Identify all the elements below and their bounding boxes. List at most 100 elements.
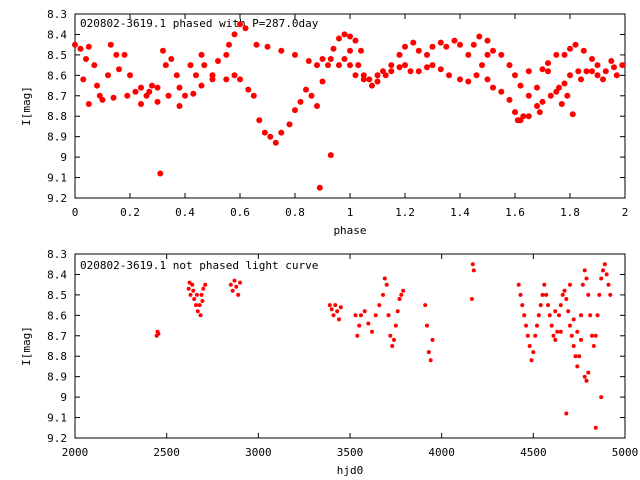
data-point: [149, 82, 155, 89]
y-tick-label: 8.6: [47, 309, 67, 322]
data-point: [377, 303, 382, 308]
data-point: [533, 333, 538, 338]
data-point: [547, 313, 552, 318]
data-point: [401, 288, 406, 293]
data-point: [490, 47, 496, 54]
data-point: [582, 374, 587, 379]
data-point: [231, 31, 238, 38]
data-point: [264, 43, 271, 50]
y-tick-label: 9.2: [47, 192, 67, 205]
data-point: [479, 62, 485, 69]
data-point: [209, 72, 216, 79]
data-point: [514, 117, 521, 124]
data-point: [410, 39, 417, 46]
data-point: [336, 62, 342, 69]
data-point: [341, 31, 348, 38]
data-point: [165, 92, 172, 99]
y-tick-label: 8.9: [47, 371, 67, 384]
data-point: [154, 98, 161, 105]
data-point: [602, 68, 609, 75]
data-point: [392, 337, 396, 342]
data-point: [347, 62, 353, 69]
x-tick-label: 3500: [337, 446, 364, 459]
data-point: [553, 337, 558, 342]
data-point: [457, 41, 463, 48]
data-point: [357, 323, 362, 328]
data-point: [402, 62, 408, 69]
data-point: [579, 337, 583, 342]
data-point: [590, 333, 594, 338]
x-tick-label: 4500: [520, 446, 547, 459]
data-point: [360, 76, 367, 83]
data-point: [230, 288, 235, 293]
data-point: [187, 280, 192, 285]
x-tick-label: 2500: [153, 446, 180, 459]
data-point: [562, 288, 567, 293]
data-point: [498, 51, 505, 58]
unphased-light-curve-panel: 020802-3619.1 not phased light curve hjd…: [20, 248, 638, 477]
data-point: [146, 88, 153, 95]
data-point: [525, 333, 530, 338]
data-point: [606, 282, 611, 287]
x-tick-label: 1.8: [560, 206, 580, 219]
y-tick-label: 8.7: [47, 330, 67, 343]
data-point: [192, 297, 197, 301]
data-point: [327, 152, 334, 159]
chart-title: 020802-3619.1 not phased light curve: [80, 259, 318, 272]
data-point: [469, 297, 474, 301]
data-point: [484, 51, 491, 58]
data-point: [553, 309, 558, 314]
data-point: [197, 303, 202, 308]
data-point: [525, 92, 532, 99]
data-point: [250, 92, 257, 99]
y-tick-label: 9.1: [47, 412, 67, 425]
data-point: [566, 309, 571, 314]
data-point: [465, 51, 472, 58]
data-point: [584, 378, 589, 383]
data-point: [359, 313, 363, 318]
data-point: [611, 64, 617, 71]
data-point: [490, 84, 496, 91]
x-tick-label: 0.4: [175, 206, 195, 219]
data-point: [545, 60, 551, 67]
data-point: [506, 62, 513, 69]
x-axis-label: phase: [333, 224, 366, 237]
data-point: [443, 43, 450, 50]
data-point: [388, 333, 393, 338]
data-point: [190, 282, 195, 287]
data-point: [517, 82, 524, 89]
data-point: [457, 76, 463, 83]
data-point: [564, 411, 569, 416]
data-point: [162, 62, 169, 69]
data-point: [388, 62, 395, 69]
data-point: [589, 68, 595, 75]
data-point: [425, 323, 429, 328]
data-point: [545, 68, 551, 75]
data-point: [564, 92, 571, 99]
data-point: [199, 292, 204, 297]
x-tick-label: 3000: [245, 446, 272, 459]
data-point: [569, 333, 574, 338]
data-point: [539, 66, 546, 73]
data-point: [470, 41, 477, 48]
data-point: [402, 43, 408, 50]
data-point: [223, 51, 230, 58]
x-tick-label: 2: [622, 206, 629, 219]
data-point: [595, 313, 600, 318]
data-point: [589, 56, 595, 62]
data-point: [327, 303, 332, 308]
data-point: [382, 276, 387, 281]
data-point: [512, 72, 518, 79]
data-point: [314, 62, 320, 69]
x-tick-label: 0.8: [285, 206, 305, 219]
x-tick-label: 0: [72, 206, 79, 219]
data-point: [520, 113, 527, 120]
data-point: [558, 303, 563, 308]
data-point: [366, 76, 373, 83]
data-point: [382, 72, 389, 79]
y-tick-label: 8.3: [47, 8, 67, 21]
data-point: [415, 47, 422, 54]
y-tick-label: 8.7: [47, 90, 67, 103]
data-point: [305, 58, 312, 64]
